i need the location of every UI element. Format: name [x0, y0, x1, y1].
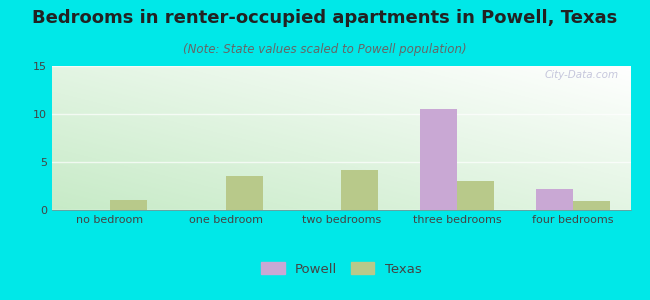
Bar: [536, 189, 573, 210]
Bar: [420, 109, 457, 210]
Bar: [341, 170, 378, 210]
Text: City-Data.com: City-Data.com: [545, 70, 619, 80]
Bar: [573, 201, 610, 210]
Bar: [110, 200, 147, 210]
Text: (Note: State values scaled to Powell population): (Note: State values scaled to Powell pop…: [183, 44, 467, 56]
Text: Bedrooms in renter-occupied apartments in Powell, Texas: Bedrooms in renter-occupied apartments i…: [32, 9, 617, 27]
Bar: [226, 176, 263, 210]
Legend: Powell, Texas: Powell, Texas: [255, 257, 427, 281]
Bar: [457, 181, 494, 210]
